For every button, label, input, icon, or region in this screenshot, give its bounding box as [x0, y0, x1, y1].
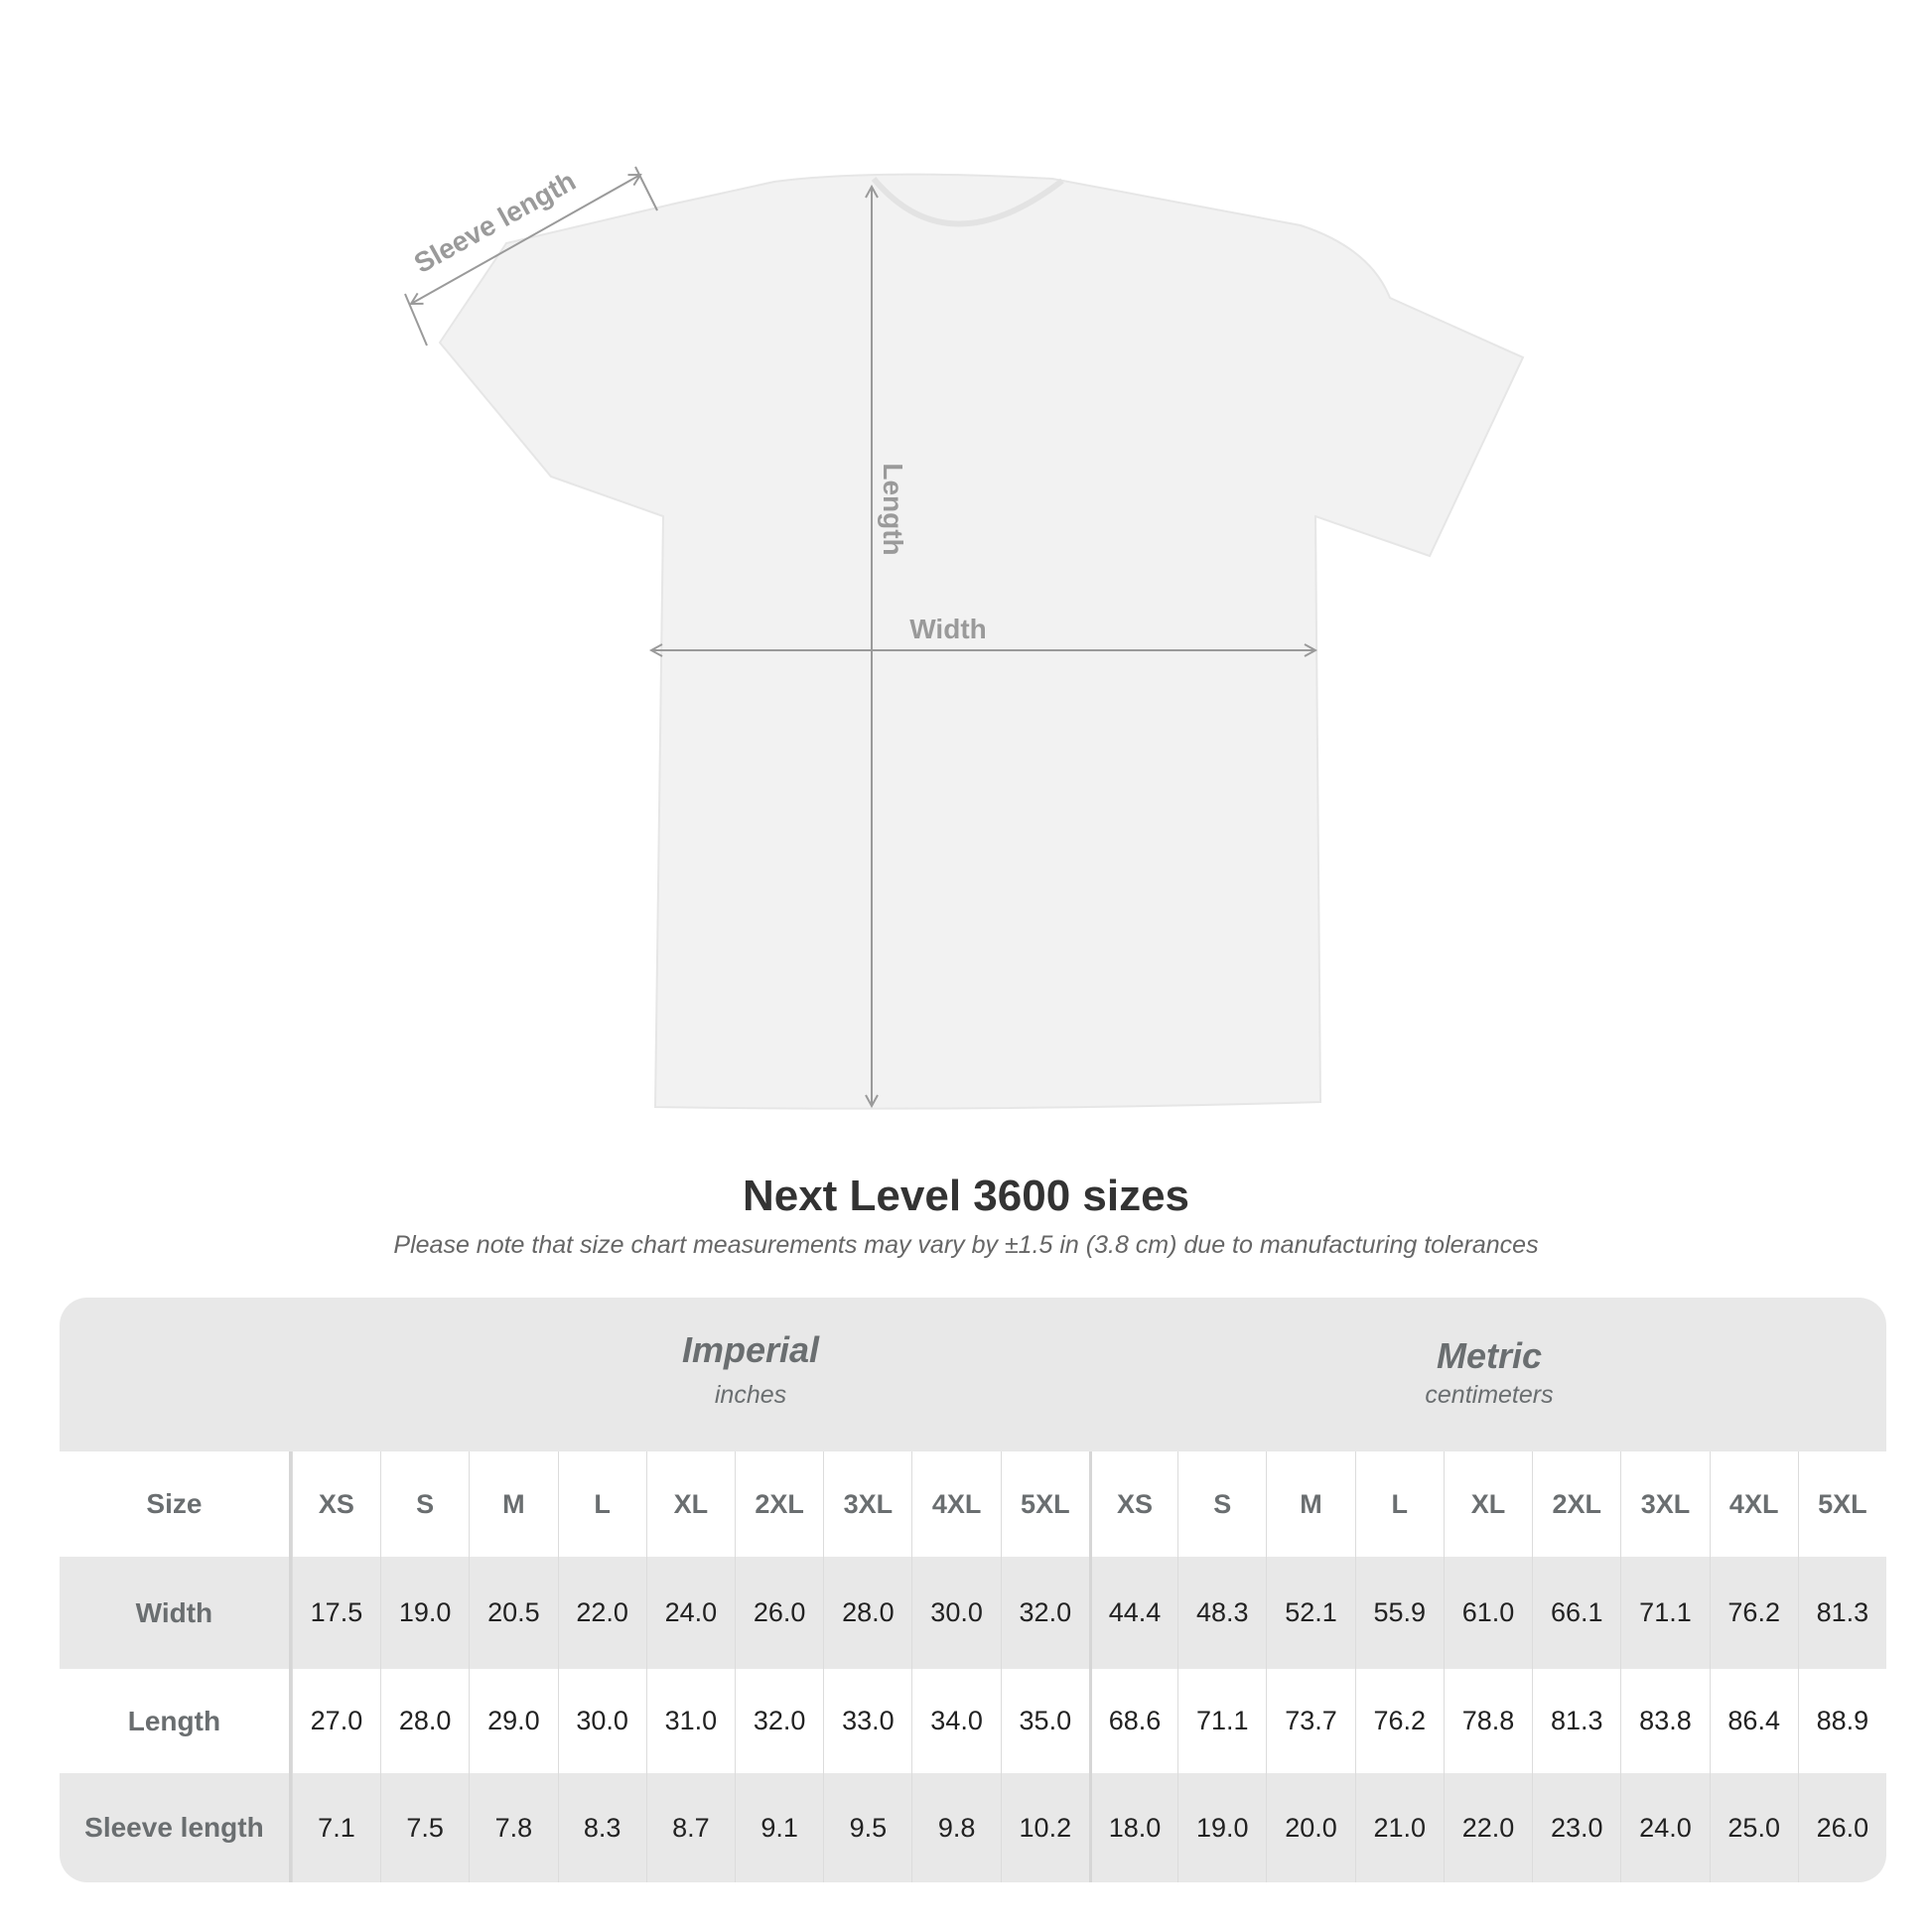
imperial-value-cell: 35.0 [1000, 1669, 1089, 1773]
size-row: Size XS S M L XL 2XL 3XL 4XL 5XL XS S M L XL 2XL 3XL 4XL 5… [60, 1451, 1886, 1557]
imperial-value-cell: 31.0 [645, 1669, 735, 1773]
imperial-value-cell: 24.0 [645, 1557, 735, 1669]
imperial-size-XL: XL [645, 1451, 735, 1557]
metric-size-2XL: 2XL [1532, 1451, 1620, 1557]
imperial-value-cell: 19.0 [380, 1557, 469, 1669]
collar [871, 177, 1064, 227]
metric-value-cell: 25.0 [1709, 1773, 1798, 1882]
metric-size-L: L [1354, 1451, 1444, 1557]
chart-title: Next Level 3600 sizes [742, 1172, 1190, 1220]
metric-size-XL: XL [1443, 1451, 1532, 1557]
imperial-value-cell: 9.5 [823, 1773, 911, 1882]
imperial-value-cell: 10.2 [1000, 1773, 1089, 1882]
metric-size-3XL: 3XL [1620, 1451, 1709, 1557]
imperial-header: Imperial inches [351, 1329, 1150, 1410]
metric-size-M: M [1266, 1451, 1354, 1557]
imperial-size-2XL: 2XL [735, 1451, 823, 1557]
metric-value-cell: 44.4 [1088, 1557, 1177, 1669]
sleeve-length-row: Sleeve length 7.1 7.5 7.8 8.3 8.7 9.1 9.5 9.8 10.… [60, 1773, 1886, 1882]
metric-value-cell: 23.0 [1532, 1773, 1620, 1882]
imperial-size-L: L [557, 1451, 646, 1557]
metric-value-cell: 73.7 [1266, 1669, 1354, 1773]
imperial-value-cell: 30.0 [557, 1669, 646, 1773]
metric-value-cell: 52.1 [1266, 1557, 1354, 1669]
metric-value-cell: 24.0 [1620, 1773, 1709, 1882]
metric-title: Metric [1436, 1335, 1543, 1376]
metric-size-S: S [1177, 1451, 1266, 1557]
metric-value-cell: 26.0 [1797, 1773, 1886, 1882]
metric-value-cell: 22.0 [1443, 1773, 1532, 1882]
imperial-value-cell: 33.0 [823, 1669, 911, 1773]
metric-value-cell: 71.1 [1177, 1669, 1266, 1773]
tshirt-shape [438, 173, 1525, 1110]
unit-header: Imperial inches Metric centimeters [60, 1298, 1886, 1451]
metric-value-cell: 81.3 [1797, 1557, 1886, 1669]
imperial-value-cell: 17.5 [291, 1557, 380, 1669]
width-label: Width [909, 614, 987, 644]
length-label: Length [878, 463, 908, 555]
metric-value-cell: 81.3 [1532, 1669, 1620, 1773]
row-label: Width [60, 1557, 292, 1669]
imperial-size-M: M [469, 1451, 557, 1557]
imperial-value-cell: 26.0 [735, 1557, 823, 1669]
imperial-size-4XL: 4XL [911, 1451, 1000, 1557]
metric-unit: centimeters [1425, 1381, 1554, 1409]
metric-value-cell: 76.2 [1709, 1557, 1798, 1669]
imperial-value-cell: 32.0 [735, 1669, 823, 1773]
imperial-value-cell: 8.3 [557, 1773, 646, 1882]
imperial-value-cell: 7.8 [469, 1773, 557, 1882]
width-row: Width 17.5 19.0 20.5 22.0 24.0 26.0 28.0 30.0 32.… [60, 1557, 1886, 1669]
tolerance-note: Please note that size chart measurements… [393, 1231, 1539, 1259]
imperial-value-cell: 27.0 [291, 1669, 380, 1773]
sleeve-measure-line [411, 175, 640, 304]
imperial-value-cell: 32.0 [1000, 1557, 1089, 1669]
length-row: Length 27.0 28.0 29.0 30.0 31.0 32.0 33.0 34.0 35… [60, 1669, 1886, 1773]
imperial-value-cell: 20.5 [469, 1557, 557, 1669]
size-header-label: Size [60, 1451, 292, 1557]
imperial-value-cell: 7.5 [380, 1773, 469, 1882]
metric-value-cell: 55.9 [1354, 1557, 1444, 1669]
imperial-unit: inches [714, 1381, 787, 1409]
imperial-value-cell: 29.0 [469, 1669, 557, 1773]
imperial-value-cell: 9.1 [735, 1773, 823, 1882]
imperial-size-S: S [380, 1451, 469, 1557]
metric-value-cell: 18.0 [1088, 1773, 1177, 1882]
tshirt-diagram: Sleeve length Length Width [404, 165, 1525, 1110]
metric-value-cell: 76.2 [1354, 1669, 1444, 1773]
metric-value-cell: 61.0 [1443, 1557, 1532, 1669]
row-label: Sleeve length [60, 1773, 292, 1882]
imperial-size-5XL: 5XL [1000, 1451, 1089, 1557]
metric-value-cell: 71.1 [1620, 1557, 1709, 1669]
imperial-size-XS: XS [291, 1451, 380, 1557]
metric-size-XS: XS [1088, 1451, 1177, 1557]
imperial-value-cell: 30.0 [911, 1557, 1000, 1669]
size-table: Imperial inches Metric centimeters Size X… [60, 1298, 1886, 1882]
metric-value-cell: 86.4 [1709, 1669, 1798, 1773]
imperial-title: Imperial [681, 1329, 820, 1370]
imperial-value-cell: 22.0 [557, 1557, 646, 1669]
imperial-size-3XL: 3XL [823, 1451, 911, 1557]
metric-value-cell: 68.6 [1088, 1669, 1177, 1773]
row-label: Length [60, 1669, 292, 1773]
imperial-value-cell: 7.1 [291, 1773, 380, 1882]
metric-value-cell: 21.0 [1354, 1773, 1444, 1882]
metric-value-cell: 88.9 [1797, 1669, 1886, 1773]
metric-value-cell: 48.3 [1177, 1557, 1266, 1669]
imperial-value-cell: 28.0 [823, 1557, 911, 1669]
imperial-value-cell: 9.8 [911, 1773, 1000, 1882]
metric-size-5XL: 5XL [1797, 1451, 1886, 1557]
metric-value-cell: 83.8 [1620, 1669, 1709, 1773]
metric-size-4XL: 4XL [1709, 1451, 1798, 1557]
metric-value-cell: 78.8 [1443, 1669, 1532, 1773]
metric-value-cell: 66.1 [1532, 1557, 1620, 1669]
metric-value-cell: 20.0 [1266, 1773, 1354, 1882]
metric-header: Metric centimeters [1090, 1335, 1886, 1410]
metric-value-cell: 19.0 [1177, 1773, 1266, 1882]
imperial-value-cell: 28.0 [380, 1669, 469, 1773]
imperial-value-cell: 8.7 [645, 1773, 735, 1882]
imperial-value-cell: 34.0 [911, 1669, 1000, 1773]
